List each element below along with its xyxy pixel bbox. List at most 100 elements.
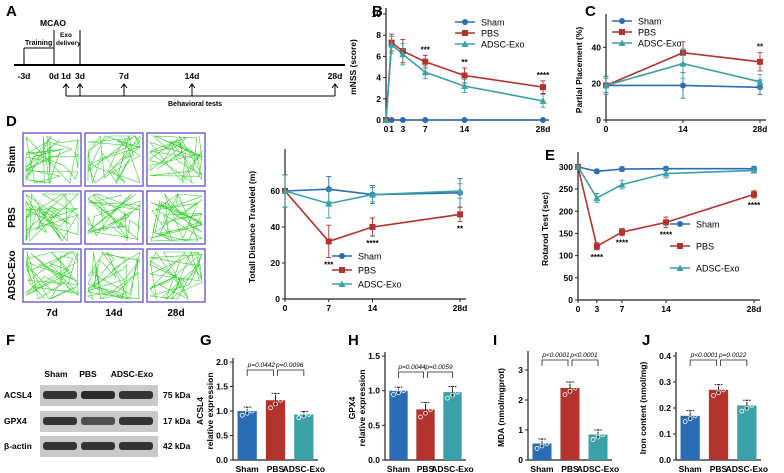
xtick-label-B-4: 14 — [460, 124, 470, 134]
bar-H-1 — [416, 409, 435, 460]
bar-G-1 — [265, 400, 286, 460]
ytick-label-D-2: 40 — [271, 222, 281, 232]
dot-I-0-3 — [534, 438, 540, 444]
timeline-day-1: 0d — [49, 71, 59, 81]
panel-label-a: A — [6, 3, 17, 20]
ytick-label-D-0: 0 — [275, 294, 280, 304]
blot-band-0-2 — [119, 391, 153, 399]
dot-I-2-3 — [590, 429, 596, 435]
point-E-1-3 — [663, 219, 669, 226]
dot-H-2-3 — [445, 386, 450, 392]
ytick-label-C-2: 40 — [592, 42, 602, 52]
point-B-0-1 — [388, 117, 395, 123]
dot-G-0-0 — [239, 412, 245, 418]
point-B-0-2 — [399, 117, 406, 123]
xtick-label-B-1: 1 — [389, 124, 394, 134]
ylabel-H-1: GPX4 — [347, 396, 357, 419]
dot-G-0-2 — [249, 408, 255, 414]
bar-err-H-2 — [448, 386, 457, 398]
ytick-label-C-0: 0 — [596, 115, 601, 125]
xtick-label-B-5: 28d — [536, 124, 551, 134]
blot-header-1: PBS — [79, 369, 97, 379]
ylabel-E: Rotarod Test (sec) — [540, 192, 550, 266]
bar-J-0 — [680, 415, 700, 460]
timeline-exo-2: delivery — [56, 40, 81, 47]
open-field-tracks: Sham PBS ADSC-Exo 7d 14d 28d — [7, 132, 206, 319]
point-E-1-1 — [593, 243, 600, 250]
maze-track-2-1 — [87, 251, 141, 300]
dot-I-0-4 — [539, 436, 545, 441]
maze-track-1-2 — [149, 193, 203, 242]
chart-iron: 0.0 0.1 0.2 0.3 0.4 Iron content (nmol/mg) Sha… — [638, 351, 768, 473]
legend-label-B-0: Sham — [481, 18, 505, 28]
dot-J-2-4 — [744, 397, 750, 403]
blot-protein-2: β-actin — [4, 441, 32, 451]
sig-E-1: **** — [616, 239, 629, 248]
dot-I-1-1 — [567, 388, 573, 394]
dot-H-0-4 — [396, 384, 401, 390]
legend-marker-B-2 — [461, 40, 469, 47]
ytick-label-E-2: 100 — [559, 251, 573, 261]
chart-acsl4: 0.0 0.5 1.0 1.5 2.0 ACSL4 relative expression S… — [195, 357, 325, 473]
bracket-H-1 — [427, 371, 453, 378]
legend-marker-C-1 — [619, 29, 625, 35]
xtick-label-D-2: 14 — [368, 303, 378, 313]
sig-D-1: **** — [366, 239, 379, 248]
ytick-label-J-3: 0.3 — [659, 377, 671, 387]
xtick-label-J-2: ADSC-Exo — [726, 464, 769, 473]
timeline-days: -3d 0d 1d 3d 7d 14d 28d — [18, 71, 342, 96]
blot-header-2: ADSC-Exo — [111, 369, 154, 379]
point-C-0-1 — [680, 82, 686, 89]
point-E-2-0 — [574, 163, 582, 170]
legend-label-E-0: Sham — [696, 220, 720, 230]
dot-I-0-2 — [544, 441, 550, 446]
point-B-0-5 — [540, 117, 546, 123]
point-D-1-1 — [325, 238, 332, 245]
timeline-arrow-4 — [120, 83, 128, 96]
sig-E-3: **** — [748, 201, 761, 210]
ytick-label-D-3: 60 — [271, 186, 281, 196]
blot-kda-1: 17 kDa — [163, 416, 191, 426]
xtick-label-D-0: 0 — [283, 303, 288, 313]
xtick-label-E-2: 7 — [620, 304, 625, 314]
point-E-1-2 — [619, 229, 625, 236]
blot-band-2-0 — [43, 442, 77, 450]
sig-E-2: **** — [660, 231, 673, 240]
ytick-label-E-4: 200 — [559, 206, 573, 216]
dot-H-0-3 — [391, 386, 396, 392]
sig-C-0: ** — [757, 43, 764, 52]
bracket-G-1 — [277, 369, 305, 376]
ytick-label-H-2: 1.0 — [368, 386, 380, 396]
legend-marker-C-2 — [618, 39, 626, 46]
point-B-2-3 — [421, 68, 429, 76]
bar-G-0 — [237, 411, 257, 460]
pvalue-G-0: p=0.0442 — [247, 362, 276, 369]
dot-H-1-3 — [418, 403, 423, 408]
ylabel-G-1: ACSL4 — [195, 397, 205, 425]
bar-I-1 — [560, 388, 580, 460]
blot-kda-2: 42 kDa — [163, 441, 191, 451]
ylabel-D: Totall Distance Traveled (m) — [247, 171, 257, 283]
dot-J-1-4 — [716, 381, 721, 387]
series-line-D-1 — [284, 190, 461, 243]
dot-H-2-4 — [450, 383, 455, 389]
point-B-0-3 — [422, 117, 429, 123]
ytick-label-B-2: 4 — [376, 73, 381, 83]
pvalue-J-0: p<0.0001 — [690, 352, 719, 359]
point-D-1-2 — [369, 224, 376, 230]
point-C-2-1 — [679, 60, 687, 67]
dot-J-2-2 — [749, 402, 755, 408]
panel-label-e: E — [545, 147, 555, 164]
point-C-2-0 — [602, 81, 610, 89]
maze-cell-2-0 — [22, 248, 82, 303]
pvalue-I-0: p<0.0001 — [541, 352, 570, 359]
chart-distance: 0 20 40 60 0 7 14 28d Totall Distance Traveled (… — [247, 149, 467, 313]
ytick-label-E-3: 150 — [559, 228, 573, 238]
maze-track-0-2 — [148, 135, 203, 184]
dot-H-2-2 — [455, 389, 460, 395]
bar-G-2 — [294, 414, 314, 460]
point-E-1-4 — [751, 191, 757, 198]
xtick-label-I-0: Sham — [530, 464, 554, 473]
legend-marker-B-0 — [462, 19, 468, 25]
